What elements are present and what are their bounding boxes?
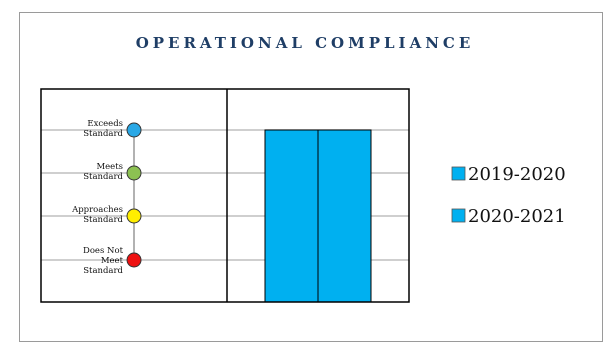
bar-2020-2021 bbox=[317, 129, 372, 303]
level-label-1-1: Standard bbox=[83, 172, 123, 182]
compliance-chart: ExceedsStandardMeetsStandardApproachesSt… bbox=[40, 88, 566, 303]
green-circle-icon bbox=[126, 165, 142, 181]
level-label-0-0: Exceeds bbox=[87, 119, 123, 129]
level-label-3-1: Meet bbox=[101, 256, 124, 266]
level-label-3-2: Standard bbox=[83, 266, 123, 276]
plot-border bbox=[40, 88, 410, 303]
level-label-1-0: Meets bbox=[96, 162, 123, 172]
legend-swatch-1 bbox=[451, 208, 466, 223]
bar-2019-2020 bbox=[264, 129, 319, 303]
red-circle-icon bbox=[126, 252, 142, 268]
level-label-3-0: Does Not bbox=[83, 246, 124, 256]
legend-label-0: 2019-2020 bbox=[468, 164, 566, 185]
legend-swatch-0 bbox=[451, 166, 466, 181]
legend-label-1: 2020-2021 bbox=[468, 206, 566, 227]
blue-circle-icon bbox=[126, 122, 142, 138]
chart-title: OPERATIONAL COMPLIANCE bbox=[135, 34, 475, 52]
level-label-2-0: Approaches bbox=[71, 205, 123, 215]
level-label-2-1: Standard bbox=[83, 215, 123, 225]
yellow-circle-icon bbox=[126, 208, 142, 224]
level-label-0-1: Standard bbox=[83, 129, 123, 139]
